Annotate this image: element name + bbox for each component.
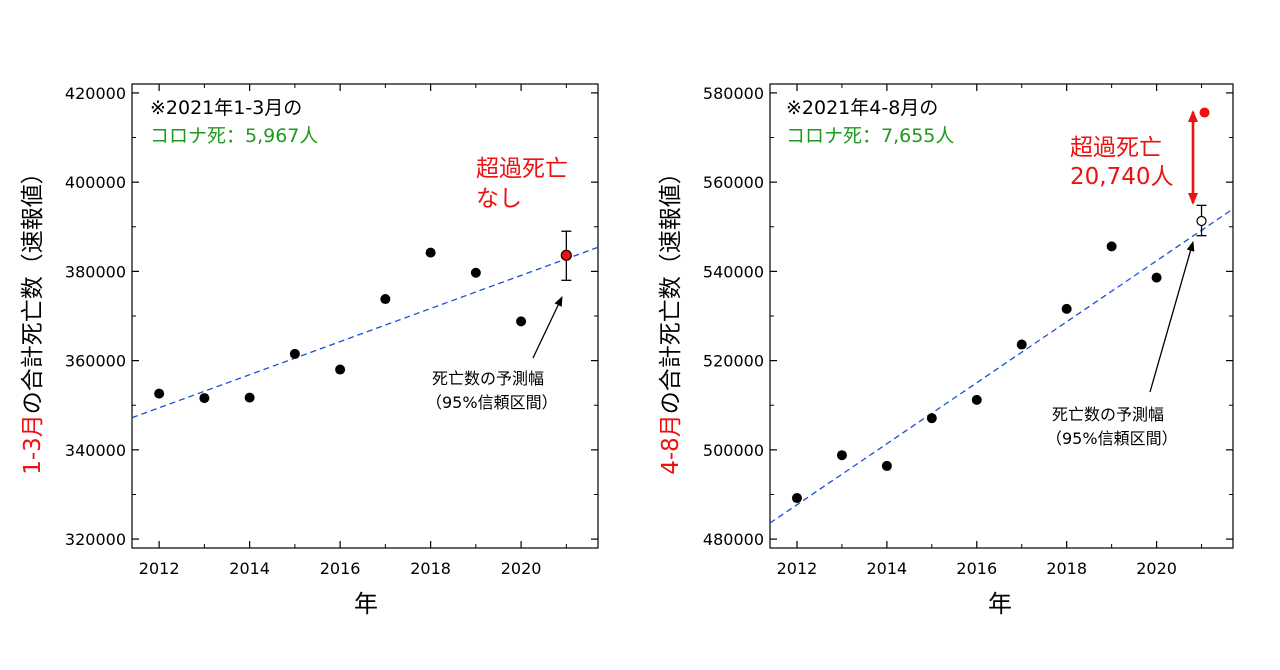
actual-2021-point xyxy=(1199,107,1210,118)
data-point xyxy=(881,460,892,471)
note-line1-left: ※2021年1-3月の xyxy=(150,97,302,119)
prediction-group-left xyxy=(560,230,572,281)
actual-2021-point xyxy=(560,249,572,261)
range-label-line2-right: （95%信頼区間） xyxy=(1046,429,1178,448)
points-right xyxy=(791,241,1162,504)
trend-line xyxy=(769,208,1234,524)
x-tick-label: 2012 xyxy=(139,559,180,578)
data-point xyxy=(516,316,527,327)
callout-line2-left: なし xyxy=(476,186,522,212)
data-point xyxy=(244,392,255,403)
y-axis-title-right: 4-8月の合計死亡数（速報値） xyxy=(658,161,684,475)
prediction-group-right xyxy=(1188,107,1210,237)
y-tick-label: 480000 xyxy=(703,530,764,549)
x-axis-title-left: 年 xyxy=(354,590,378,618)
y-axis-title-rest-right: の合計死亡数（速報値） xyxy=(658,161,684,414)
callout-line2-right: 20,740人 xyxy=(1070,164,1173,190)
callout-line1-right: 超過死亡 xyxy=(1070,135,1162,161)
data-point xyxy=(836,450,847,461)
range-label-line1-right: 死亡数の予測幅 xyxy=(1052,405,1164,424)
trend-line-group-left xyxy=(131,246,599,419)
range-arrow-left xyxy=(532,296,563,359)
y-axis-title-left: 1-3月の合計死亡数（速報値） xyxy=(20,161,46,475)
range-label-line2-left: （95%信頼区間） xyxy=(426,393,558,412)
y-tick-label: 580000 xyxy=(703,84,764,103)
axes-left: 320000 340000 360000 380000 400000 420000 2012… xyxy=(65,83,599,578)
note-line2-left: コロナ死：5,967人 xyxy=(150,125,318,147)
y-axis-title-highlight-right: 4-8月 xyxy=(658,414,684,475)
y-tick-label: 500000 xyxy=(703,441,764,460)
x-tick-label: 2020 xyxy=(1136,559,1177,578)
data-point xyxy=(1106,241,1117,252)
x-tick-label: 2014 xyxy=(867,559,908,578)
axes-right: 480000 500000 520000 540000 560000 580000 2012… xyxy=(703,83,1234,578)
data-point xyxy=(380,294,391,305)
y-tick-label: 520000 xyxy=(703,352,764,371)
trend-line-group-right xyxy=(769,208,1234,524)
data-point xyxy=(1061,303,1072,314)
x-tick-label: 2012 xyxy=(777,559,818,578)
plot-frame xyxy=(769,83,1234,549)
y-tick-label: 560000 xyxy=(703,173,764,192)
y-tick-label: 540000 xyxy=(703,262,764,281)
y-axis-title-highlight-left: 1-3月 xyxy=(20,414,46,475)
data-point xyxy=(199,393,210,404)
y-tick-label: 340000 xyxy=(65,441,126,460)
note-line1-right: ※2021年4-8月の xyxy=(786,97,938,119)
y-tick-label: 420000 xyxy=(65,84,126,103)
prediction-point xyxy=(1196,215,1207,227)
trend-line xyxy=(131,246,599,419)
y-axis-title-rest-left: の合計死亡数（速報値） xyxy=(20,161,46,414)
points-left xyxy=(154,247,527,404)
x-tick-label: 2014 xyxy=(229,559,270,578)
data-point xyxy=(791,493,802,504)
left-panel: 1-3月の合計死亡数（速報値） 320000 340000 360000 380000… xyxy=(20,83,599,618)
x-tick-label: 2018 xyxy=(1046,559,1087,578)
range-arrow-right xyxy=(1149,241,1195,393)
data-point xyxy=(1016,339,1027,350)
callout-line1-left: 超過死亡 xyxy=(476,156,568,182)
x-tick-label: 2016 xyxy=(956,559,997,578)
data-point xyxy=(425,247,436,258)
x-tick-label: 2018 xyxy=(410,559,451,578)
x-tick-label: 2016 xyxy=(320,559,361,578)
y-tick-label: 380000 xyxy=(65,262,126,281)
data-point xyxy=(1151,272,1162,283)
data-point xyxy=(470,267,481,278)
note-line2-right: コロナ死：7,655人 xyxy=(786,125,954,147)
right-panel: 4-8月の合計死亡数（速報値） 480000 500000 520000 540000… xyxy=(658,83,1234,618)
y-tick-label: 400000 xyxy=(65,173,126,192)
data-point xyxy=(971,394,982,405)
range-label-line1-left: 死亡数の予測幅 xyxy=(432,369,544,388)
y-tick-label: 320000 xyxy=(65,530,126,549)
y-tick-label: 360000 xyxy=(65,352,126,371)
x-tick-label: 2020 xyxy=(501,559,542,578)
data-point xyxy=(154,388,165,399)
plot-frame xyxy=(131,83,599,549)
data-point xyxy=(335,364,346,375)
x-axis-title-right: 年 xyxy=(988,590,1012,618)
data-point xyxy=(289,348,300,359)
data-point xyxy=(926,413,937,424)
